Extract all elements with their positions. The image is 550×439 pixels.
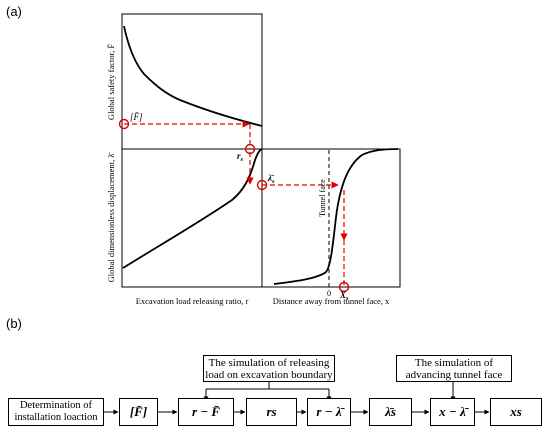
F-box: [F̄] xyxy=(119,398,158,426)
det-line2: installation loaction xyxy=(14,412,98,423)
rs-label-main: r xyxy=(237,151,241,161)
release-line2: load on excavation boundary xyxy=(205,368,333,381)
xs-marker xyxy=(338,281,350,293)
xs-box: xs xyxy=(490,398,542,426)
safety-factor-curve xyxy=(123,25,263,127)
lambda-s-label: λ̄s xyxy=(267,173,275,185)
displacement-distance-curve xyxy=(273,148,399,285)
bottom-right-plot-frame xyxy=(261,148,401,288)
zero-tick-label: 0 xyxy=(327,289,331,298)
lambda-s-main: λ̄ xyxy=(267,173,275,183)
top-ylabel: Global safety factor, F̄ xyxy=(106,44,116,120)
F-marker-label: [F̄] xyxy=(130,112,143,122)
displacement-release-curve xyxy=(122,148,263,269)
xs-main: X xyxy=(339,290,347,300)
r-minus-lambda-text: r − λ̄ xyxy=(316,404,342,419)
rs-label-sub: s xyxy=(240,156,244,163)
bottom-left-plot-frame xyxy=(121,148,263,288)
xs-box-text: xs xyxy=(510,404,522,419)
F-marker xyxy=(118,118,130,130)
xs-label: Xs xyxy=(339,290,349,302)
bottom-right-xlabel: Distance away from tunnel face, x xyxy=(273,296,390,306)
F-box-text: [F̄] xyxy=(129,404,148,419)
r-minus-lambda-box: r − λ̄ xyxy=(307,398,351,426)
lambda-s-marker xyxy=(256,179,268,191)
x-minus-lambda-text: x − λ̄ xyxy=(439,404,466,419)
lambda-s-box: λ̄s xyxy=(369,398,412,426)
xs-sub: s xyxy=(345,295,349,302)
bottom-ylabel: Global dimensionless displacement, λ̄ xyxy=(106,152,116,283)
det-line1: Determination of xyxy=(19,400,92,411)
determination-box: Determination of installation loaction xyxy=(8,398,104,426)
advance-line2: advancing tunnel face xyxy=(405,368,503,381)
r-minus-F-box: r − F̄ xyxy=(178,398,234,426)
tunnel-face-label: Tunnel face xyxy=(318,179,327,217)
release-line1: The simulation of releasing xyxy=(208,356,330,369)
panel-b-label: (b) xyxy=(6,316,22,331)
rs-marker xyxy=(244,143,256,155)
release-simulation-box: The simulation of releasing load on excav… xyxy=(203,355,335,382)
bottom-left-xlabel: Excavation load releasing ratio, r xyxy=(136,296,249,306)
x-minus-lambda-box: x − λ̄ xyxy=(430,398,475,426)
lambda-s-sub: s xyxy=(271,178,275,185)
panel-a-label: (a) xyxy=(6,4,22,19)
rs-box-text: rs xyxy=(266,404,277,419)
r-minus-F-text: r − F̄ xyxy=(191,404,221,419)
lambda-s-box-text: λ̄s xyxy=(385,404,396,419)
rs-box: rs xyxy=(246,398,297,426)
top-plot-frame xyxy=(121,13,263,150)
advance-line1: The simulation of xyxy=(414,356,494,369)
advance-simulation-box: The simulation of advancing tunnel face xyxy=(396,355,512,382)
rs-label: rs xyxy=(237,151,244,163)
